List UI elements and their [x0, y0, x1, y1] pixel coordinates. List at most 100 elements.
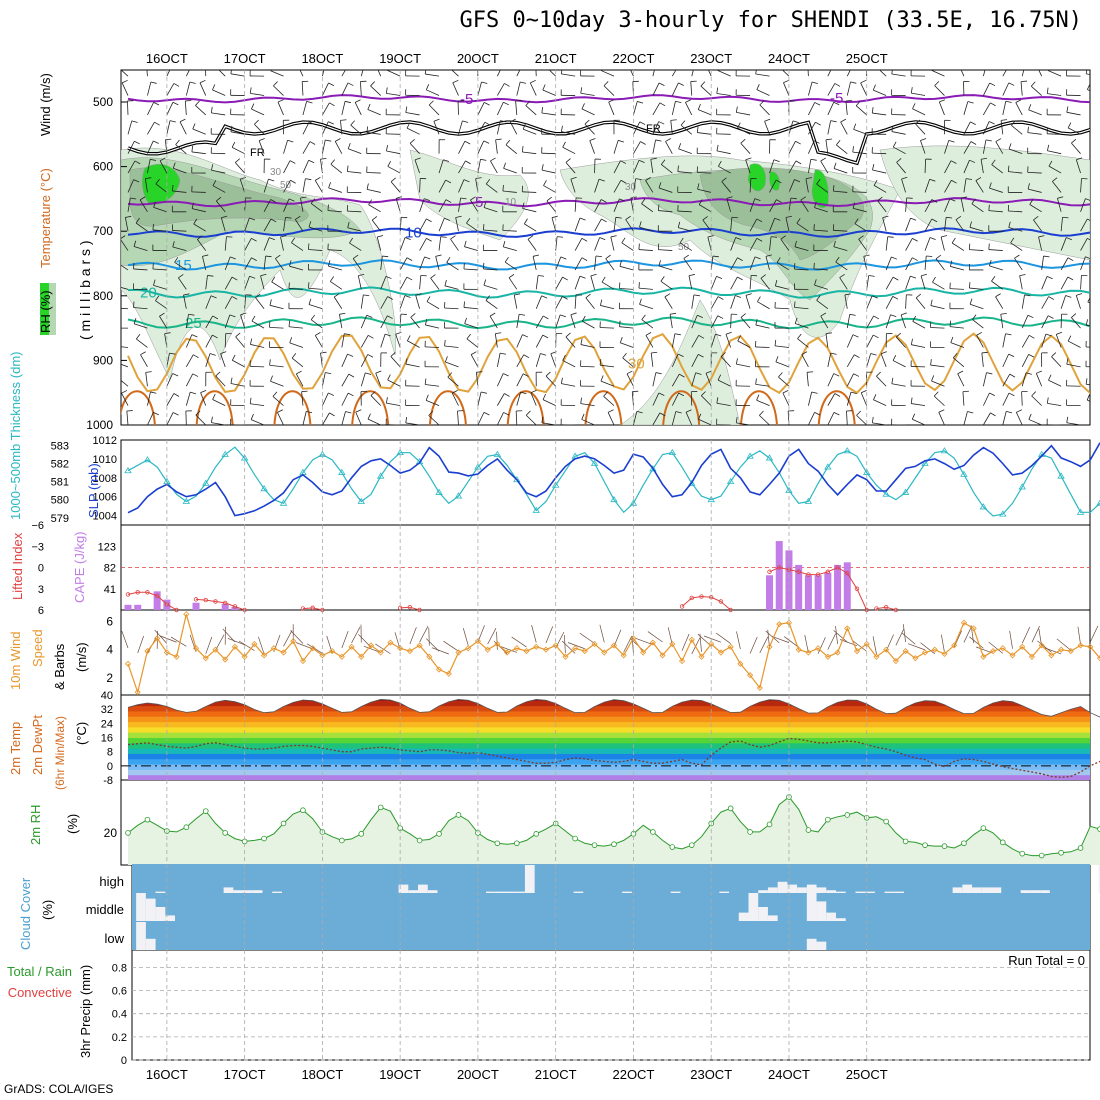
- wind-barb: [152, 268, 167, 271]
- cloud-bar-high: [894, 891, 905, 893]
- surface-wind-barb: [699, 633, 702, 652]
- wind-barb-flag: [975, 177, 982, 181]
- wind-barb-flag: [475, 177, 482, 180]
- wind-speed-marker: [1038, 642, 1045, 649]
- wind-barb: [844, 294, 848, 309]
- x-tick-label-top: 17OCT: [224, 51, 266, 66]
- slp-tick-label: 1008: [93, 473, 117, 485]
- wind-barb: [951, 242, 965, 251]
- wind-barb: [550, 353, 557, 367]
- wind-barb: [863, 256, 868, 271]
- wind-barb-flag: [455, 215, 462, 218]
- wind-barb-flag: [890, 314, 897, 318]
- wind-barb: [199, 82, 207, 96]
- thickness-marker: [960, 470, 968, 477]
- wind-barb-flag: [783, 79, 790, 84]
- wind-barb-flag: [130, 197, 137, 200]
- wind-barb: [220, 353, 226, 367]
- wind-barb-flag: [637, 101, 644, 104]
- wind-barb-flag: [679, 237, 684, 244]
- wind-barb: [254, 123, 265, 135]
- wind-barb-flag: [211, 164, 214, 171]
- wind-barb-flag: [840, 118, 847, 123]
- wind-barb-flag: [760, 274, 766, 279]
- wind-barb: [164, 139, 168, 154]
- wind-speed-marker: [999, 645, 1006, 652]
- wind-barb: [736, 112, 751, 116]
- wind-barb: [840, 121, 848, 135]
- wind-barb: [1021, 335, 1030, 348]
- wind-speed-marker: [883, 646, 890, 653]
- wind-barb-flag: [189, 81, 196, 84]
- wind-barb-flag: [347, 142, 351, 149]
- wind-barb: [387, 379, 401, 387]
- wind-barb-flag: [327, 204, 329, 211]
- li-line: [681, 595, 731, 611]
- wind-barb: [433, 121, 440, 135]
- rh-contour-label: 10: [505, 197, 517, 208]
- wind-speed-marker: [533, 643, 540, 650]
- cloud-bar-middle: [155, 907, 166, 921]
- wind-barb-flag: [386, 144, 388, 152]
- wind-barb-flag: [991, 276, 996, 282]
- wind-barb: [971, 203, 984, 213]
- wind-barb: [760, 278, 770, 290]
- wind-barb-flag: [305, 178, 312, 181]
- wind-barb-flag: [756, 218, 763, 223]
- precip-tick-label: 0: [121, 1055, 127, 1067]
- cloud-bar-high: [758, 890, 768, 893]
- wind-barb-flag: [639, 121, 646, 125]
- thickness-marker: [746, 452, 754, 459]
- wind-barb-flag: [873, 394, 877, 400]
- cloud-bar-high: [622, 891, 632, 893]
- wind-barb: [244, 276, 250, 290]
- wind-barb-flag: [745, 157, 752, 161]
- wind-barb: [574, 217, 581, 232]
- wind-barb: [508, 277, 518, 290]
- wind-barb-flag: [191, 145, 194, 152]
- wind-barb-flag: [619, 198, 626, 202]
- wind-barb: [658, 249, 673, 251]
- cloud-bar-middle: [136, 893, 146, 921]
- wind-barb: [347, 171, 362, 174]
- wind-barb: [360, 294, 364, 309]
- wind-speed-marker: [688, 636, 695, 643]
- wind-barb: [1008, 227, 1023, 232]
- wind-barb: [944, 140, 950, 154]
- wind-barb-flag: [462, 120, 469, 123]
- temp-band: [128, 732, 1090, 738]
- wind-speed-marker: [572, 645, 579, 652]
- wind-barb: [380, 256, 383, 271]
- wind-barb: [896, 162, 906, 174]
- surface-wind-barb: [852, 640, 867, 652]
- wind-barb-flag: [126, 410, 133, 412]
- wind-barb: [671, 82, 679, 96]
- wind-barb-flag: [463, 179, 470, 183]
- wind-barb: [780, 238, 790, 251]
- wind-barb-flag: [220, 351, 227, 355]
- wind-barb-flag: [794, 179, 801, 183]
- rh-shade: [142, 164, 181, 206]
- wind-barb: [691, 372, 697, 387]
- rh-marker: [280, 820, 287, 827]
- wind-barb: [435, 256, 440, 271]
- cloud-bar-middle: [748, 893, 759, 921]
- wind-barb: [273, 85, 284, 96]
- cloud-bar-middle: [826, 912, 836, 921]
- wind-barb: [380, 315, 388, 329]
- wind-barb-flag: [406, 276, 413, 281]
- wind-barb: [505, 144, 518, 154]
- wind-barb-flag: [340, 119, 347, 121]
- wind-speed-marker: [853, 648, 861, 655]
- wind-speed-marker: [941, 650, 948, 657]
- wind-barb: [805, 178, 809, 193]
- li-marker: [222, 600, 228, 606]
- wind-barb: [425, 73, 440, 77]
- isotherm-35: [273, 390, 312, 425]
- wind-barb: [360, 315, 368, 329]
- wind-barb-flag: [605, 254, 611, 260]
- wind-barb-flag: [504, 256, 509, 263]
- wind-barb-flag: [490, 157, 496, 162]
- wind-barb: [594, 218, 602, 232]
- wind-barb-flag: [1085, 70, 1088, 74]
